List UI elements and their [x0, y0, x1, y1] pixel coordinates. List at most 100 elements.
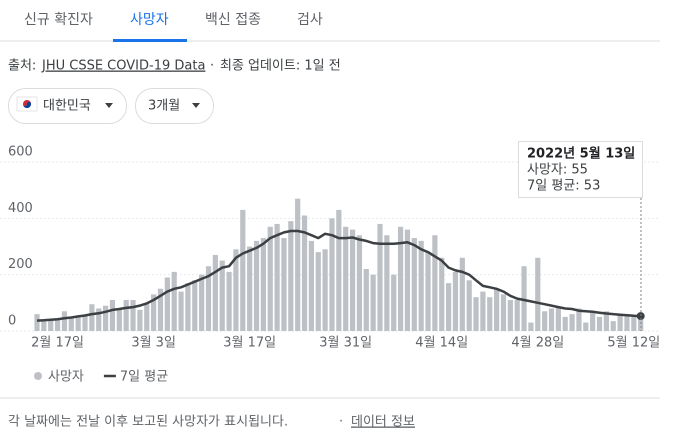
bar — [507, 300, 513, 331]
bar — [631, 315, 637, 331]
bar — [494, 288, 500, 331]
bar — [116, 309, 122, 331]
bar — [432, 235, 438, 331]
bar — [473, 297, 479, 331]
y-tick-label: 600 — [8, 145, 33, 160]
bar — [68, 316, 74, 331]
x-tick-label: 4월 14일 — [415, 336, 468, 351]
bar — [144, 304, 150, 331]
bar — [446, 283, 452, 331]
bar — [54, 318, 61, 331]
bar — [555, 307, 561, 331]
tab[interactable]: 백신 접종 — [205, 12, 261, 28]
bar — [109, 300, 116, 331]
bar — [164, 277, 170, 331]
legend-swatch — [34, 372, 42, 380]
tab-indicator — [113, 39, 187, 42]
legend-label: 사망자 — [48, 370, 84, 385]
bar — [487, 297, 493, 331]
bar — [103, 305, 109, 331]
separator: · — [339, 415, 343, 430]
bar — [41, 321, 47, 331]
bar — [528, 322, 534, 331]
bar — [315, 252, 321, 331]
y-tick-label: 400 — [8, 201, 33, 216]
bar — [596, 316, 603, 331]
region-dropdown[interactable] — [8, 88, 127, 124]
bar — [384, 235, 390, 331]
bar — [603, 311, 609, 331]
bar — [185, 283, 191, 331]
source-link[interactable]: JHU CSSE COVID-19 Data — [41, 59, 205, 74]
bar — [569, 314, 575, 331]
separator: · — [210, 59, 214, 74]
updated: 최종 업데이트: 1일 전 — [220, 59, 341, 74]
y-tick-label: 0 — [8, 314, 16, 329]
bar — [157, 288, 164, 331]
hover-point — [636, 312, 645, 321]
bar — [171, 271, 177, 331]
tooltip — [518, 141, 643, 198]
dropdown-arrow — [192, 103, 200, 108]
bar — [562, 316, 568, 331]
bar — [336, 209, 342, 331]
bar — [322, 249, 328, 331]
bar — [192, 280, 198, 331]
footer-note: 각 날짜에는 전날 이후 보고된 사망자가 표시됩니다. — [8, 415, 288, 430]
bar — [610, 321, 616, 331]
bar — [425, 252, 431, 331]
tooltip-date: 2022년 5월 13일 — [527, 146, 635, 162]
average-line — [36, 229, 641, 322]
dropdown-arrow — [105, 103, 113, 108]
bar — [219, 260, 225, 331]
legend-label: 7일 평균 — [120, 370, 168, 385]
footer-link[interactable]: 데이터 정보 — [351, 415, 415, 430]
bar — [212, 254, 218, 331]
x-tick-label: 3월 17일 — [223, 336, 276, 351]
x-tick-label: 3월 31일 — [319, 336, 372, 351]
bar — [576, 308, 582, 331]
bar — [624, 314, 630, 331]
bar — [583, 322, 589, 331]
bar — [404, 229, 411, 331]
bar — [151, 294, 157, 331]
tab[interactable]: 검사 — [297, 12, 323, 28]
bar — [205, 266, 212, 331]
bar — [439, 257, 445, 331]
tab-active[interactable]: 사망자 — [130, 12, 169, 28]
bar — [137, 309, 143, 331]
bar — [343, 226, 349, 331]
bar — [500, 294, 507, 331]
bar — [308, 240, 314, 331]
bar — [356, 235, 363, 331]
period-dropdown[interactable] — [135, 88, 214, 124]
bar — [391, 274, 397, 331]
bar — [617, 314, 623, 331]
bar — [226, 271, 232, 331]
source-label: 출처: — [8, 59, 36, 74]
tab[interactable]: 신규 확진자 — [24, 12, 93, 28]
bar — [281, 238, 287, 331]
x-tick-label: 5월 12일 — [607, 336, 660, 351]
bar — [96, 308, 102, 331]
x-tick-label: 3월 3일 — [131, 336, 176, 351]
y-tick-label: 200 — [8, 257, 33, 272]
bar — [130, 300, 136, 331]
bar — [418, 240, 424, 331]
bar — [521, 266, 527, 331]
bar — [397, 226, 404, 331]
bar — [590, 311, 596, 331]
bar — [459, 257, 465, 331]
bar — [480, 291, 486, 331]
bar — [548, 308, 555, 331]
bar — [535, 257, 541, 331]
bar — [178, 291, 184, 331]
bar — [260, 238, 266, 331]
bar — [288, 221, 294, 331]
period-label: 3개월 — [148, 99, 180, 114]
flag-icon — [16, 96, 38, 112]
bar — [247, 246, 253, 331]
bar — [363, 269, 369, 331]
x-tick-label: 4월 28일 — [511, 336, 564, 351]
